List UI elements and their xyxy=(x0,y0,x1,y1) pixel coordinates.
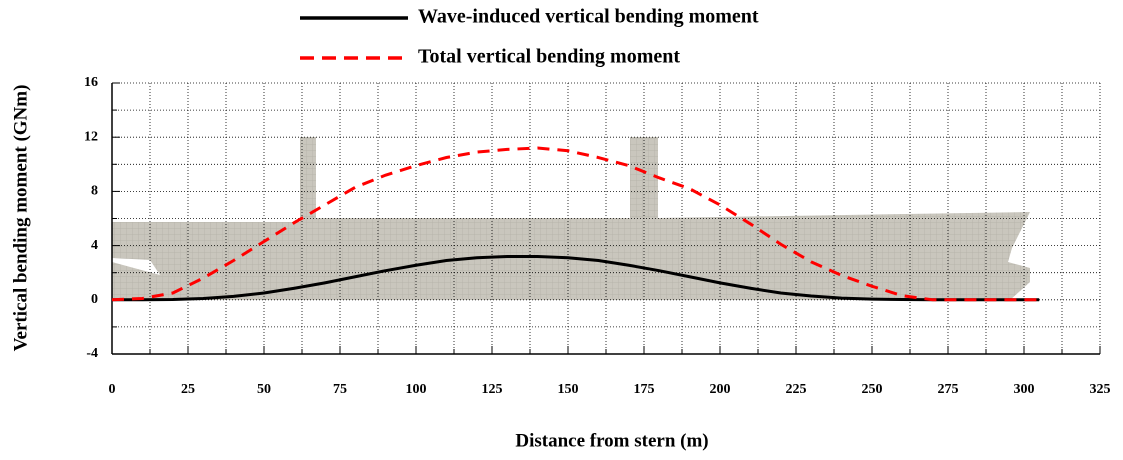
x-tick-label: 75 xyxy=(333,382,347,397)
y-tick-label: 16 xyxy=(84,75,98,90)
x-tick-label: 275 xyxy=(938,382,959,397)
x-tick-label: 100 xyxy=(406,382,427,397)
y-tick-label: -4 xyxy=(86,346,98,361)
x-tick-label: 175 xyxy=(634,382,655,397)
series-line xyxy=(112,254,1040,302)
x-tick-label: 125 xyxy=(482,382,503,397)
legend-label: Total vertical bending moment xyxy=(418,46,680,68)
y-tick-label: 4 xyxy=(91,238,98,253)
x-tick-label: 325 xyxy=(1090,382,1111,397)
series-line xyxy=(111,146,1040,302)
grid xyxy=(111,82,1101,355)
legend-label: Wave-induced vertical bending moment xyxy=(418,6,759,28)
x-tick-label: 300 xyxy=(1014,382,1035,397)
y-axis-label: Vertical bending moment (GNm) xyxy=(10,85,31,352)
x-tick-label: 25 xyxy=(181,382,195,397)
y-tick-label: 0 xyxy=(91,292,98,307)
x-tick-label: 0 xyxy=(109,382,116,397)
x-tick-label: 225 xyxy=(786,382,807,397)
plot xyxy=(111,146,1040,302)
y-tick-label: 8 xyxy=(91,184,98,199)
x-tick-label: 200 xyxy=(710,382,731,397)
y-tick-label: 12 xyxy=(84,129,98,144)
x-tick-label: 50 xyxy=(257,382,271,397)
x-tick-label: 150 xyxy=(558,382,579,397)
x-tick-label: 250 xyxy=(862,382,883,397)
x-axis-label: Distance from stern (m) xyxy=(515,430,708,451)
